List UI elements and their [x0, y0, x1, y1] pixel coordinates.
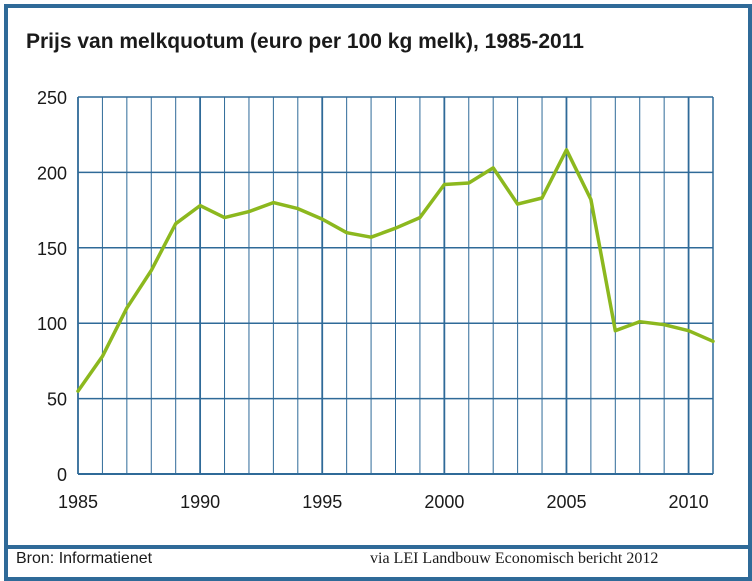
via-note: via LEI Landbouw Economisch bericht 2012	[370, 550, 659, 567]
x-tick-label: 2005	[546, 492, 586, 512]
x-tick-label: 2000	[424, 492, 464, 512]
footer-divider	[8, 545, 748, 549]
x-tick-label: 1990	[180, 492, 220, 512]
y-tick-label: 150	[37, 239, 67, 259]
y-tick-label: 50	[47, 390, 67, 410]
y-tick-label: 200	[37, 163, 67, 183]
chart-frame: Prijs van melkquotum (euro per 100 kg me…	[4, 4, 752, 581]
x-tick-label: 1985	[58, 492, 98, 512]
y-tick-label: 0	[57, 465, 67, 485]
x-tick-label: 2010	[669, 492, 709, 512]
y-tick-label: 100	[37, 314, 67, 334]
y-tick-label: 250	[37, 88, 67, 108]
chart-title: Prijs van melkquotum (euro per 100 kg me…	[26, 30, 584, 53]
source-note: Bron: Informatienet	[16, 550, 153, 567]
x-tick-label: 1995	[302, 492, 342, 512]
